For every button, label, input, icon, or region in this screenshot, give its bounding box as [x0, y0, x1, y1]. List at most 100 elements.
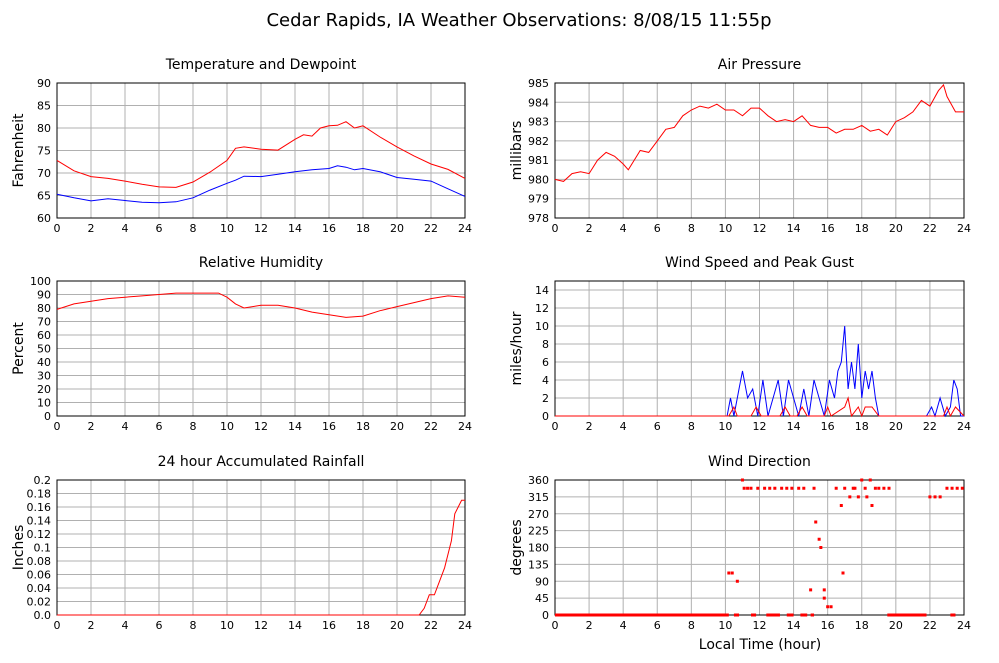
- x-tick-label: 24: [957, 619, 971, 632]
- x-tick-label: 22: [923, 619, 937, 632]
- x-tick-label: 10: [220, 222, 234, 235]
- x-tick-label: 18: [356, 420, 370, 433]
- direction-point: [877, 486, 881, 490]
- y-tick-label: 30: [37, 370, 51, 383]
- direction-point: [865, 495, 869, 499]
- y-axis-label: miles/hour: [509, 311, 525, 385]
- x-tick-label: 18: [356, 222, 370, 235]
- direction-point: [887, 486, 891, 490]
- y-tick-label: 70: [37, 167, 51, 180]
- chart-title: 24 hour Accumulated Rainfall: [158, 454, 365, 470]
- x-tick-label: 16: [322, 619, 336, 632]
- y-tick-label: 315: [528, 491, 549, 504]
- y-tick-label: 10: [37, 397, 51, 410]
- y-tick-label: 80: [37, 122, 51, 135]
- y-tick-label: 6: [542, 356, 549, 369]
- y-tick-label: 60: [37, 329, 51, 342]
- series-line-0: [56, 292, 466, 318]
- y-tick-label: 20: [37, 383, 51, 396]
- x-tick-label: 24: [458, 420, 472, 433]
- direction-point: [746, 486, 750, 490]
- x-axis-title: Local Time (hour): [699, 637, 821, 653]
- x-tick-label: 10: [220, 420, 234, 433]
- direction-point: [768, 486, 772, 490]
- y-tick-label: 985: [528, 77, 549, 90]
- direction-point: [763, 486, 767, 490]
- x-tick-label: 16: [322, 222, 336, 235]
- plot-frame: [56, 82, 466, 219]
- direction-point: [945, 486, 949, 490]
- x-tick-label: 14: [288, 420, 302, 433]
- x-tick-label: 8: [190, 619, 197, 632]
- y-tick-label: 75: [37, 145, 51, 158]
- y-tick-label: 0.14: [27, 515, 52, 528]
- x-tick-label: 2: [586, 222, 593, 235]
- y-tick-label: 80: [37, 302, 51, 315]
- y-tick-label: 0.04: [27, 582, 52, 595]
- x-tick-label: 14: [288, 222, 302, 235]
- x-tick-label: 4: [620, 420, 627, 433]
- x-tick-label: 20: [889, 619, 903, 632]
- y-tick-label: 50: [37, 343, 51, 356]
- x-tick-label: 2: [88, 222, 95, 235]
- direction-point: [826, 605, 830, 609]
- chart-title: Air Pressure: [718, 57, 801, 73]
- x-tick-label: 2: [88, 420, 95, 433]
- x-tick-label: 20: [889, 222, 903, 235]
- x-tick-label: 14: [787, 619, 801, 632]
- y-tick-label: 10: [535, 320, 549, 333]
- direction-point: [938, 495, 942, 499]
- x-tick-label: 22: [923, 222, 937, 235]
- x-tick-label: 22: [424, 420, 438, 433]
- y-tick-label: 180: [528, 542, 549, 555]
- direction-point: [817, 537, 821, 541]
- x-tick-label: 12: [753, 222, 767, 235]
- direction-point: [740, 478, 744, 482]
- y-axis-label: Percent: [11, 322, 27, 375]
- series-line-0: [554, 83, 964, 182]
- x-tick-label: 10: [220, 619, 234, 632]
- series-line-0: [56, 121, 466, 188]
- x-tick-label: 10: [718, 619, 732, 632]
- x-tick-label: 2: [88, 619, 95, 632]
- direction-point: [735, 579, 739, 583]
- chart-title: Temperature and Dewpoint: [165, 57, 357, 73]
- direction-point: [730, 571, 734, 575]
- series-line-0: [57, 499, 465, 616]
- direction-point: [853, 486, 857, 490]
- y-tick-label: 0: [542, 410, 549, 423]
- x-tick-label: 10: [718, 222, 732, 235]
- x-tick-label: 6: [654, 619, 661, 632]
- direction-point: [797, 486, 801, 490]
- y-tick-label: 0.1: [34, 542, 52, 555]
- x-tick-label: 16: [821, 222, 835, 235]
- direction-point: [839, 504, 843, 507]
- x-tick-label: 0: [552, 222, 559, 235]
- direction-point: [773, 486, 777, 490]
- direction-point: [928, 495, 932, 499]
- x-tick-label: 16: [821, 619, 835, 632]
- x-tick-label: 4: [122, 619, 129, 632]
- y-tick-label: 0.02: [27, 596, 52, 609]
- y-axis-label: degrees: [509, 519, 525, 575]
- plot-frame: [554, 280, 965, 417]
- direction-point: [785, 486, 789, 490]
- x-tick-label: 20: [390, 420, 404, 433]
- x-tick-label: 6: [156, 222, 163, 235]
- x-tick-label: 8: [190, 222, 197, 235]
- y-tick-label: 4: [542, 374, 549, 387]
- direction-point: [819, 546, 823, 549]
- x-tick-label: 12: [254, 619, 268, 632]
- y-tick-label: 983: [528, 116, 549, 129]
- x-tick-label: 2: [586, 619, 593, 632]
- x-tick-label: 10: [718, 420, 732, 433]
- direction-point: [809, 588, 813, 592]
- y-tick-label: 978: [528, 212, 549, 225]
- chart-title: Relative Humidity: [199, 255, 323, 271]
- x-tick-label: 20: [889, 420, 903, 433]
